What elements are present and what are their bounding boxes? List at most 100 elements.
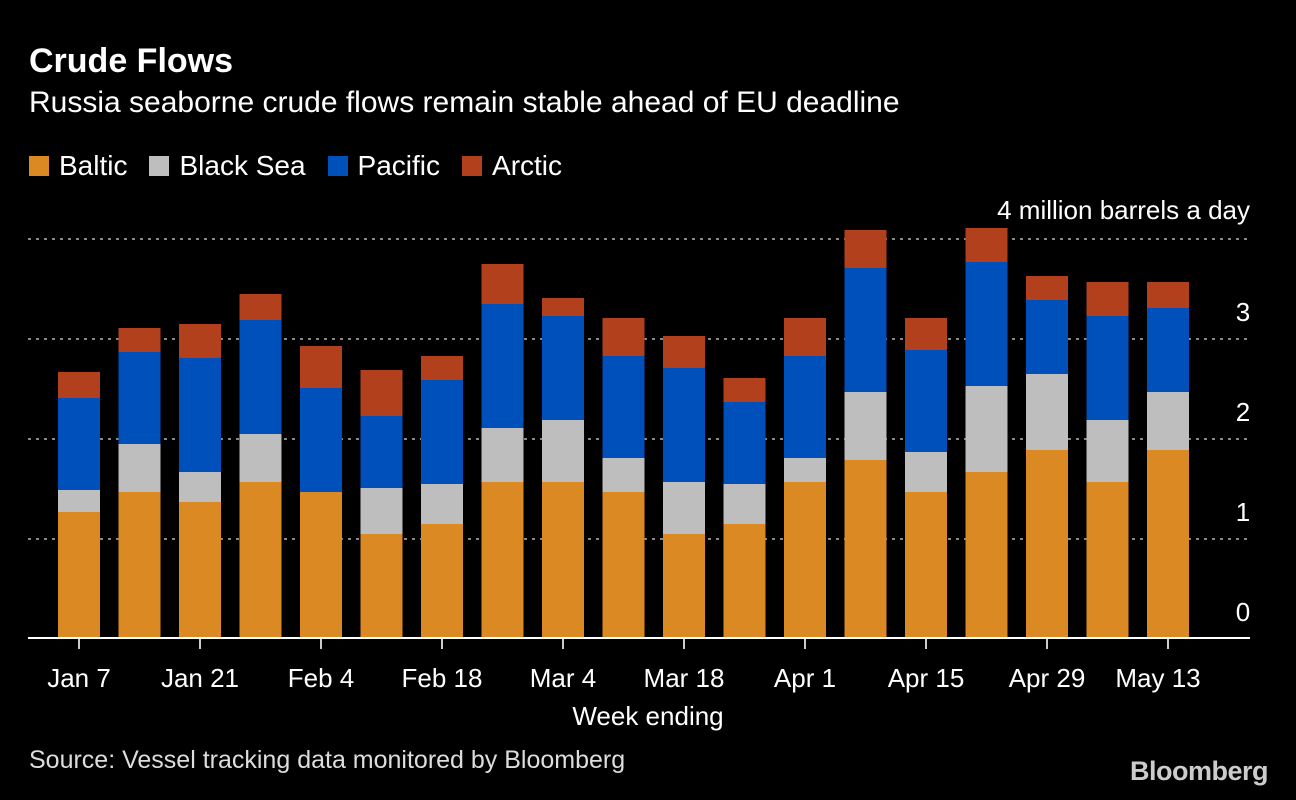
chart-title: Crude Flows xyxy=(29,42,234,80)
bar-segment-black-sea xyxy=(965,386,1008,472)
x-tick-label: Apr 29 xyxy=(1009,663,1086,693)
bar-segment-arctic xyxy=(300,346,342,388)
bar-segment-arctic xyxy=(58,372,100,398)
legend-swatch xyxy=(327,156,348,176)
legend-label: Pacific xyxy=(357,150,441,181)
bar-segment-baltic xyxy=(844,460,887,639)
bar-segment-pacific xyxy=(1026,300,1068,374)
x-tick-label: May 13 xyxy=(1115,663,1200,693)
bar-segment-black-sea xyxy=(118,444,161,492)
y-tick-label: 2 xyxy=(1236,397,1250,427)
bar-segment-arctic xyxy=(1086,282,1129,316)
bar-segment-baltic xyxy=(118,492,161,639)
bar-segment-pacific xyxy=(300,388,342,492)
x-tick-label: Feb 4 xyxy=(288,663,355,693)
bar-segment-pacific xyxy=(663,368,705,482)
bar-segment-black-sea xyxy=(844,392,887,460)
y-tick-label: 3 xyxy=(1236,297,1250,327)
legend-label: Arctic xyxy=(492,150,563,181)
bloomberg-logo: Bloomberg xyxy=(1129,756,1269,786)
y-axis-unit-label: 4 million barrels a day xyxy=(997,195,1250,225)
legend-label: Baltic xyxy=(59,150,128,181)
bar-segment-black-sea xyxy=(58,490,100,512)
bar-segment-pacific xyxy=(723,402,766,484)
bar-segment-black-sea xyxy=(542,420,584,482)
x-tick-label: Jan 21 xyxy=(161,663,239,693)
legend-item-arctic: Arctic xyxy=(462,150,562,182)
bar-segment-arctic xyxy=(723,378,766,402)
x-tick-label: Apr 1 xyxy=(774,663,836,693)
bar-segment-pacific xyxy=(239,320,282,434)
source-note: Source: Vessel tracking data monitored b… xyxy=(29,746,626,774)
bar-segment-baltic xyxy=(965,472,1008,639)
bar-segment-black-sea xyxy=(905,452,947,492)
legend-item-baltic: Baltic xyxy=(29,150,127,182)
x-tick-label: Mar 18 xyxy=(644,663,725,693)
bar-segment-pacific xyxy=(421,380,463,484)
bar-segment-pacific xyxy=(602,356,645,458)
bar-segment-black-sea xyxy=(1026,374,1068,450)
bar-segment-arctic xyxy=(663,336,705,368)
bar-segment-black-sea xyxy=(481,428,524,482)
bar-segment-arctic xyxy=(784,318,826,356)
bar-segment-pacific xyxy=(1086,316,1129,420)
bar-segment-pacific xyxy=(784,356,826,458)
bar-segment-baltic xyxy=(58,512,100,639)
bar-segment-black-sea xyxy=(239,434,282,482)
bar-segment-black-sea xyxy=(360,488,403,534)
bar-segment-baltic xyxy=(663,534,705,639)
x-tick-label: Jan 7 xyxy=(47,663,111,693)
legend-swatch xyxy=(29,156,49,176)
bar-segment-baltic xyxy=(481,482,524,639)
bar-segment-baltic xyxy=(239,482,282,639)
bar-segment-baltic xyxy=(179,502,221,639)
bar-segment-arctic xyxy=(905,318,947,350)
bar-segment-black-sea xyxy=(421,484,463,524)
bar-segment-black-sea xyxy=(723,484,766,524)
bar-segment-baltic xyxy=(1086,482,1129,639)
bar-segment-baltic xyxy=(421,524,463,639)
bar-segment-baltic xyxy=(360,534,403,639)
bar-segment-arctic xyxy=(179,324,221,358)
chart-subtitle: Russia seaborne crude flows remain stabl… xyxy=(29,86,900,119)
bar-segment-baltic xyxy=(1147,450,1189,639)
bar-segment-black-sea xyxy=(179,472,221,502)
bar-segment-pacific xyxy=(965,262,1008,386)
bar-segment-pacific xyxy=(58,398,100,490)
legend-item-pacific: Pacific xyxy=(327,150,441,182)
bar-segment-black-sea xyxy=(1147,392,1189,450)
legend-swatch xyxy=(462,156,483,176)
bar-segment-baltic xyxy=(723,524,766,639)
bar-segment-black-sea xyxy=(663,482,705,534)
bar-segment-arctic xyxy=(844,230,887,268)
bar-segment-pacific xyxy=(905,350,947,452)
bar-segment-pacific xyxy=(481,304,524,428)
bar-segment-pacific xyxy=(1147,308,1189,392)
legend-swatch xyxy=(149,156,170,176)
bar-segment-baltic xyxy=(602,492,645,639)
bar-segment-pacific xyxy=(179,358,221,472)
bar-segment-baltic xyxy=(300,492,342,639)
y-tick-label: 0 xyxy=(1236,597,1250,627)
bar-segment-pacific xyxy=(118,352,161,444)
bar-segment-arctic xyxy=(602,318,645,356)
x-tick-label: Mar 4 xyxy=(530,663,596,693)
bar-segment-arctic xyxy=(1026,276,1068,300)
bar-segment-pacific xyxy=(360,416,403,488)
bar-segment-arctic xyxy=(481,264,524,304)
bar-segment-arctic xyxy=(239,294,282,320)
bar-segment-arctic xyxy=(360,370,403,416)
bar-segment-baltic xyxy=(1026,450,1068,639)
x-tick-label: Feb 18 xyxy=(402,663,483,693)
bar-segment-arctic xyxy=(421,356,463,380)
bar-segment-black-sea xyxy=(602,458,645,492)
x-tick-label: Apr 15 xyxy=(888,663,965,693)
bar-segment-arctic xyxy=(965,228,1008,262)
legend-item-black-sea: Black Sea xyxy=(149,150,306,182)
bar-segment-pacific xyxy=(844,268,887,392)
legend-label: Black Sea xyxy=(179,150,306,181)
bar-segment-baltic xyxy=(905,492,947,639)
bar-segment-black-sea xyxy=(1086,420,1129,482)
bar-segment-pacific xyxy=(542,316,584,420)
